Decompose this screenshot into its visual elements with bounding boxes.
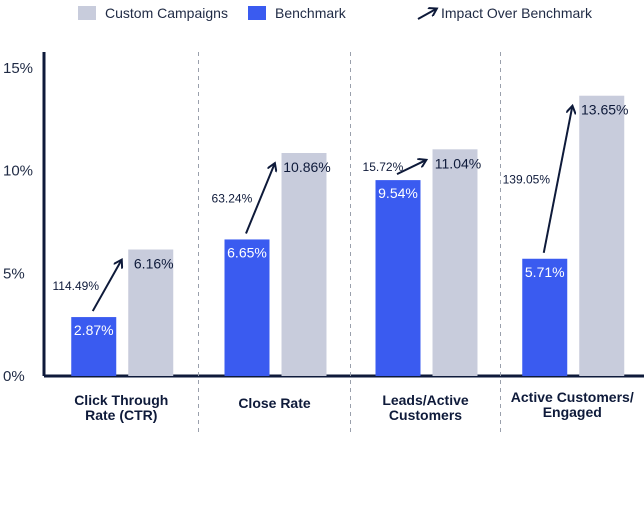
impact-arrow	[542, 107, 573, 253]
impact-label: 114.49%	[53, 279, 100, 293]
category-label: Leads/Active	[382, 392, 469, 408]
custom-campaign-bar	[281, 153, 327, 376]
category-label: Click Through	[74, 392, 168, 408]
benchmark-bar	[71, 317, 117, 376]
category-label: Close Rate	[238, 395, 311, 411]
impact-arrow	[396, 160, 426, 176]
y-tick-label: 0%	[3, 368, 25, 385]
y-tick-label: 15%	[3, 60, 33, 77]
legend-swatch-0	[78, 6, 96, 20]
impact-label: 63.24%	[212, 192, 253, 206]
benchmark-bar	[375, 180, 421, 376]
benchmark-value-label: 2.87%	[74, 322, 114, 338]
benchmark-value-label: 5.71%	[525, 264, 565, 280]
legend-label-0: Custom Campaigns	[105, 5, 228, 21]
y-tick-label: 10%	[3, 163, 33, 180]
y-tick-label: 5%	[3, 265, 25, 282]
impact-arrow	[245, 164, 275, 234]
custom-campaign-bar	[432, 149, 478, 376]
benchmark-bar	[224, 239, 270, 376]
impact-arrow	[91, 261, 122, 312]
custom-value-label: 13.65%	[581, 102, 628, 118]
impact-label: 139.05%	[503, 173, 551, 187]
legend-arrow-icon	[417, 9, 436, 20]
custom-value-label: 10.86%	[283, 159, 330, 175]
category-label: Engaged	[543, 404, 602, 420]
benchmark-value-label: 6.65%	[227, 244, 267, 260]
custom-campaign-bar	[579, 95, 625, 376]
category-label: Customers	[389, 407, 462, 423]
legend-label-2: Impact Over Benchmark	[441, 5, 593, 21]
legend-label-1: Benchmark	[275, 5, 347, 21]
category-label: Active Customers/	[511, 389, 634, 405]
category-label: Rate (CTR)	[85, 407, 157, 423]
benchmark-value-label: 9.54%	[378, 185, 418, 201]
custom-value-label: 6.16%	[134, 256, 174, 272]
impact-label: 15.72%	[363, 160, 404, 174]
custom-campaign-bar	[128, 249, 174, 376]
benchmark-bar	[522, 258, 568, 376]
custom-value-label: 11.04%	[435, 155, 481, 171]
legend-swatch-1	[248, 6, 266, 20]
